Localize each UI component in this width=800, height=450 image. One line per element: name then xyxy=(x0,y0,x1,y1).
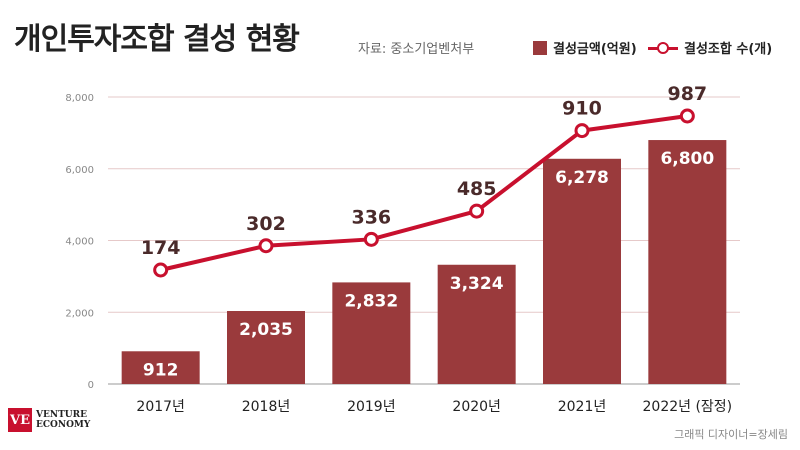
x-tick-label: 2021년 xyxy=(558,399,607,415)
bar-value-label: 912 xyxy=(143,360,179,380)
bar-value-label: 3,324 xyxy=(450,274,504,294)
logo-line-2: ECONOMY xyxy=(36,420,91,430)
x-tick-label: 2017년 xyxy=(136,399,185,415)
logo-line-1: VENTURE xyxy=(36,410,87,420)
line-point xyxy=(469,203,485,219)
bar-value-label: 2,035 xyxy=(239,320,293,340)
legend-line-entry: 결성조합 수(개) xyxy=(648,38,772,57)
x-tick-label: 2019년 xyxy=(347,399,396,415)
line-point xyxy=(574,123,590,139)
line-point xyxy=(153,262,169,278)
bar-value-label: 2,832 xyxy=(344,291,398,311)
y-tick-label: 4,000 xyxy=(65,237,94,248)
line-value-label: 302 xyxy=(246,213,286,235)
bar-value-label: 6,800 xyxy=(660,149,714,169)
line-value-label: 174 xyxy=(141,237,181,259)
line-point xyxy=(679,108,695,124)
line-value-label: 336 xyxy=(351,206,391,228)
line-value-label: 910 xyxy=(562,98,602,120)
line-value-label: 485 xyxy=(457,178,497,200)
graphic-credit: 그래픽 디자이너=장세림 xyxy=(674,428,788,441)
line-value-label: 987 xyxy=(667,83,707,105)
y-tick-label: 2,000 xyxy=(65,308,94,319)
y-tick-label: 0 xyxy=(88,380,94,391)
bar xyxy=(437,264,516,384)
line-point xyxy=(363,231,379,247)
legend-bar-entry: 결성금액(억원) xyxy=(533,38,637,57)
chart-title: 개인투자조합 결성 현황 xyxy=(14,22,300,57)
bar xyxy=(332,282,411,384)
venture-economy-logo: VE VENTURE ECONOMY xyxy=(8,408,90,432)
legend-line-label: 결성조합 수(개) xyxy=(684,42,773,57)
series-line xyxy=(160,114,688,272)
bar-value-label: 6,278 xyxy=(555,168,609,188)
bar xyxy=(121,351,200,384)
bar xyxy=(648,140,727,384)
logo-mark: VE xyxy=(8,408,32,432)
source-note: 자료: 중소기업벤처부 xyxy=(358,42,475,57)
line-swatch-icon xyxy=(648,41,678,55)
x-tick-label: 2018년 xyxy=(242,399,291,415)
x-tick-label: 2022년 (잠정) xyxy=(643,399,733,415)
bar xyxy=(227,310,305,384)
y-tick-label: 8,000 xyxy=(65,93,94,104)
bar xyxy=(543,158,621,384)
line-point xyxy=(258,238,274,254)
bar-swatch-icon xyxy=(533,40,547,55)
y-tick-label: 6,000 xyxy=(65,165,94,176)
legend-bar-label: 결성금액(억원) xyxy=(553,42,637,57)
x-tick-label: 2020년 xyxy=(452,399,501,415)
